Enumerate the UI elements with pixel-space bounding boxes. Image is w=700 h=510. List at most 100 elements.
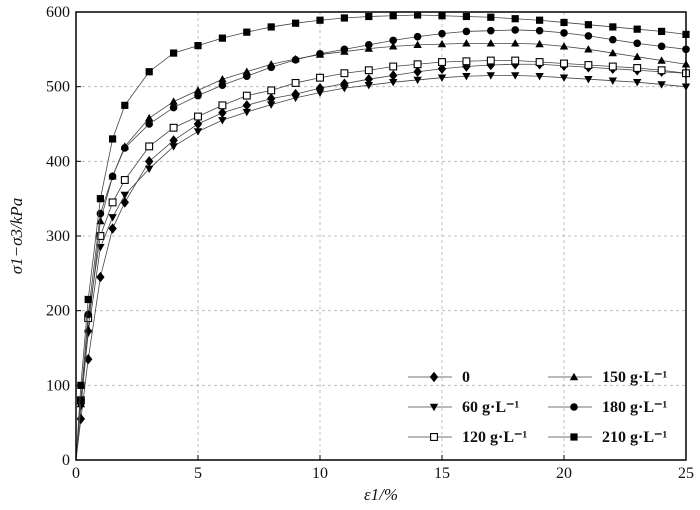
data-point [218, 81, 227, 89]
data-point [560, 29, 568, 37]
data-point [364, 74, 373, 85]
x-axis-title: ε1/% [364, 485, 398, 504]
data-point [169, 123, 178, 132]
data-point [315, 89, 325, 97]
data-point [218, 117, 227, 125]
y-tick-label: 0 [62, 452, 70, 469]
data-point [609, 23, 617, 31]
series-3 [75, 56, 690, 461]
data-point [535, 58, 544, 66]
data-point [511, 39, 520, 47]
data-point [413, 40, 422, 49]
data-point [218, 101, 227, 110]
data-point [560, 59, 568, 68]
data-point [536, 16, 544, 24]
data-point [584, 45, 593, 53]
data-point [169, 97, 178, 105]
data-point [633, 64, 642, 72]
data-point [462, 27, 471, 36]
data-point [109, 135, 117, 143]
legend-marker [429, 371, 439, 383]
legend-label: 210 g·L⁻¹ [602, 429, 667, 446]
data-point [145, 156, 154, 167]
x-tick-label: 5 [194, 465, 202, 482]
data-point [511, 56, 520, 65]
data-point [486, 39, 495, 47]
data-point [437, 74, 447, 82]
y-tick-label: 100 [46, 377, 70, 394]
data-point [145, 142, 154, 151]
legend: 0 60 g·L⁻¹ 120 g·L⁻¹ 150 g·L⁻¹ 180 g·L⁻¹ 210 … [408, 369, 667, 446]
data-point [76, 413, 86, 425]
legend-item: 0 [408, 369, 470, 386]
data-point [291, 78, 300, 87]
data-point [77, 396, 85, 405]
x-tick-label: 15 [434, 465, 450, 482]
data-point [437, 39, 447, 48]
data-point [584, 76, 593, 84]
data-point [267, 23, 275, 31]
data-point [193, 86, 203, 94]
data-point [462, 12, 470, 21]
data-point [242, 91, 251, 100]
data-point [170, 49, 178, 57]
data-point [657, 81, 666, 89]
data-point [316, 16, 324, 24]
data-point [120, 197, 129, 208]
data-point [486, 72, 495, 80]
series-line [75, 29, 687, 461]
data-point [608, 62, 617, 71]
data-point [291, 94, 300, 103]
data-point [389, 78, 398, 87]
data-point [657, 42, 666, 51]
data-point [267, 63, 276, 72]
y-axis-title: σ1−σ3/kPa [7, 198, 26, 274]
data-point [121, 144, 129, 152]
data-point [633, 25, 641, 33]
data-point [145, 113, 154, 122]
data-point [584, 61, 593, 69]
data-point [658, 27, 666, 36]
data-point [413, 32, 422, 41]
data-point [218, 75, 227, 83]
data-point [291, 55, 300, 64]
data-point [267, 93, 276, 104]
data-point [438, 29, 446, 38]
series-line [75, 42, 687, 461]
data-point [218, 34, 226, 42]
data-point [413, 60, 422, 69]
data-point [169, 135, 178, 146]
legend-marker [570, 433, 578, 441]
data-point [608, 48, 617, 57]
data-point [84, 295, 92, 304]
data-point [96, 209, 105, 218]
legend-marker [430, 433, 438, 441]
data-point [194, 42, 202, 50]
data-point [340, 14, 348, 22]
series-5 [75, 26, 690, 461]
data-point [96, 244, 105, 252]
x-tick-label: 25 [678, 465, 694, 482]
data-point [267, 86, 276, 95]
data-point [487, 13, 495, 21]
series-2 [75, 72, 691, 461]
data-point [340, 84, 349, 93]
data-point [340, 45, 349, 54]
x-tick-labels: 0 5 10 15 20 25 [72, 465, 694, 482]
data-point [108, 172, 117, 181]
data-point [96, 271, 105, 283]
legend-label: 180 g·L⁻¹ [602, 399, 667, 416]
data-point [559, 74, 569, 82]
x-tick-label: 20 [556, 465, 572, 482]
data-point [560, 18, 568, 27]
data-point [462, 73, 471, 81]
data-point [316, 73, 324, 82]
data-point [462, 39, 471, 47]
data-point [242, 108, 251, 117]
data-point [633, 78, 642, 87]
data-point [96, 195, 104, 203]
data-point [84, 310, 92, 319]
series-line [75, 14, 687, 461]
data-point [413, 76, 422, 85]
